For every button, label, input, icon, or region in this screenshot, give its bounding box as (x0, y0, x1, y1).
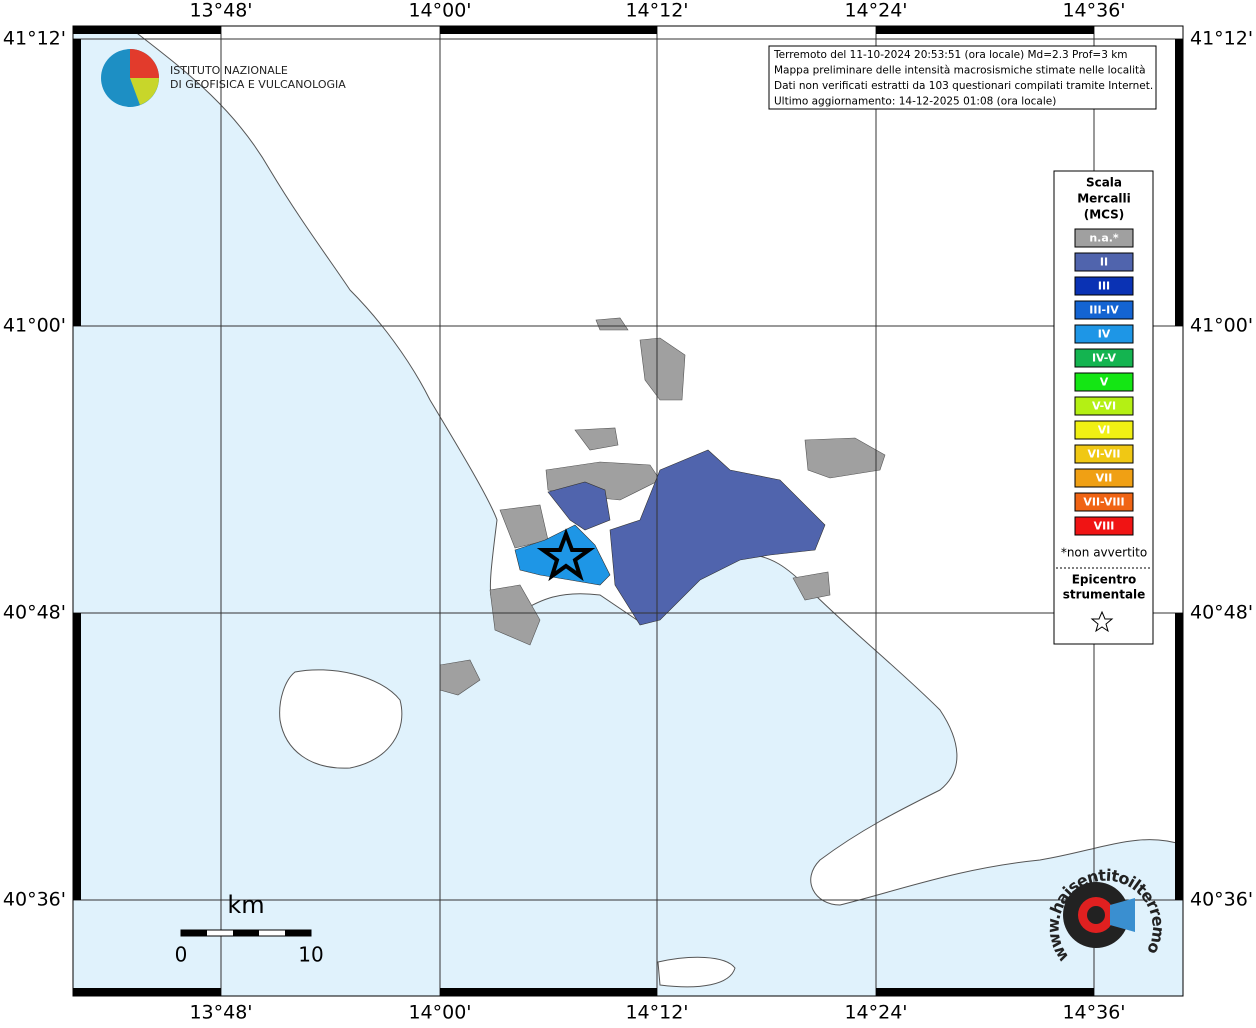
info-line: Dati non verificati estratti da 103 ques… (774, 80, 1153, 92)
legend-epicenter: strumentale (1063, 588, 1146, 602)
legend-label: V (1100, 376, 1109, 389)
lon-label: 14°12' (625, 0, 688, 22)
legend-title: Mercalli (1077, 192, 1131, 206)
legend-swatch (1074, 492, 1134, 512)
legend-swatch (1074, 300, 1134, 320)
legend-title: (MCS) (1084, 208, 1125, 222)
legend-label: VI-VII (1087, 448, 1120, 461)
info-line: Ultimo aggiornamento: 14-12-2025 01:08 (… (774, 96, 1056, 108)
legend-label: VII (1096, 472, 1113, 485)
legend-swatch (1074, 516, 1134, 536)
legend-swatch (1074, 420, 1134, 440)
lon-label: 14°12' (625, 1002, 688, 1024)
scale-seg (285, 930, 311, 936)
frame-bar (73, 988, 221, 996)
ischia (279, 669, 403, 769)
graticule (73, 26, 1183, 996)
legend-label: n.a.* (1089, 232, 1119, 245)
logo-line: DI GEOFISICA E VULCANOLOGIA (170, 78, 346, 91)
frame-bars (73, 26, 1183, 996)
ingv-logo: ISTITUTO NAZIONALE DI GEOFISICA E VULCAN… (101, 49, 346, 107)
lat-label: 41°12' (3, 28, 66, 50)
lat-label: 41°00' (1190, 315, 1253, 337)
legend-note: *non avvertito (1061, 546, 1147, 560)
scale-seg (181, 930, 207, 936)
legend-label: IV-V (1092, 352, 1117, 365)
lat-label: 40°48' (1190, 602, 1253, 624)
legend-label: VIII (1094, 520, 1115, 533)
badge-cone (1110, 898, 1135, 932)
lon-label: 14°24' (844, 1002, 907, 1024)
legend-title: Scala (1086, 176, 1122, 190)
lon-label: 13°48' (189, 1002, 252, 1024)
lat-label: 40°36' (1190, 889, 1253, 911)
legend-label: VI (1098, 424, 1111, 437)
legend-swatch (1074, 396, 1134, 416)
lon-label: 14°24' (844, 0, 907, 22)
scale-seg (233, 930, 259, 936)
info-line: Mappa preliminare delle intensità macros… (774, 65, 1146, 77)
logo-line: ISTITUTO NAZIONALE (170, 64, 288, 77)
frame-bar (1175, 39, 1183, 326)
legend-swatch (1074, 444, 1134, 464)
lat-label: 40°48' (3, 602, 66, 624)
info-line: Terremoto del 11-10-2024 20:53:51 (ora l… (773, 49, 1128, 61)
badge-circle (1087, 906, 1105, 924)
frame-bar (73, 613, 81, 900)
frame-bar (876, 988, 1094, 996)
lon-label: 14°00' (408, 1002, 471, 1024)
intensity-ii (547, 449, 826, 626)
info-frame (768, 45, 1157, 110)
scale-label: 0 (175, 943, 188, 967)
scale-bar: km 0 10 (175, 891, 324, 967)
lat-label: 41°12' (1190, 28, 1253, 50)
epicenter-star (536, 528, 596, 582)
legend-label: IV (1098, 328, 1111, 341)
scale-label: 10 (298, 943, 323, 967)
lat-label: 40°36' (3, 889, 66, 911)
logo-segment (130, 49, 159, 78)
legend-swatch (1074, 228, 1134, 248)
legend-label: V-VI (1092, 400, 1116, 413)
legend-swatch (1074, 372, 1134, 392)
info-box: Terremoto del 11-10-2024 20:53:51 (ora l… (768, 45, 1157, 110)
logo-segment (130, 78, 159, 105)
lon-label: 13°48' (189, 0, 252, 22)
lon-label: 14°36' (1062, 0, 1125, 22)
legend-label: VII-VIII (1083, 496, 1124, 509)
lat-label: 41°00' (3, 315, 66, 337)
lon-label: 14°00' (408, 0, 471, 22)
capri (657, 956, 736, 988)
legend: ScalaMercalli(MCS)n.a.*IIIIIIII-IVIVIV-V… (1053, 170, 1154, 645)
legend-epicenter: Epicentro (1072, 573, 1137, 587)
legend-label: III (1098, 280, 1110, 293)
frame-bar (1175, 613, 1183, 900)
frame-bar (73, 39, 81, 326)
legend-star (1090, 610, 1114, 633)
legend-swatch (1074, 348, 1134, 368)
legend-swatch (1074, 276, 1134, 296)
legend-swatch (1074, 324, 1134, 344)
legend-label: II (1100, 256, 1108, 269)
intensity-iv (514, 524, 611, 586)
frame-bar (876, 26, 1094, 34)
legend-swatch (1074, 252, 1134, 272)
frame-bar (73, 26, 221, 34)
legend-label: III-IV (1089, 304, 1119, 317)
legend-swatch (1074, 468, 1134, 488)
scale-unit: km (227, 891, 264, 919)
frame-bar (440, 988, 657, 996)
lon-label: 14°36' (1062, 1002, 1125, 1024)
frame-bar (440, 26, 657, 34)
